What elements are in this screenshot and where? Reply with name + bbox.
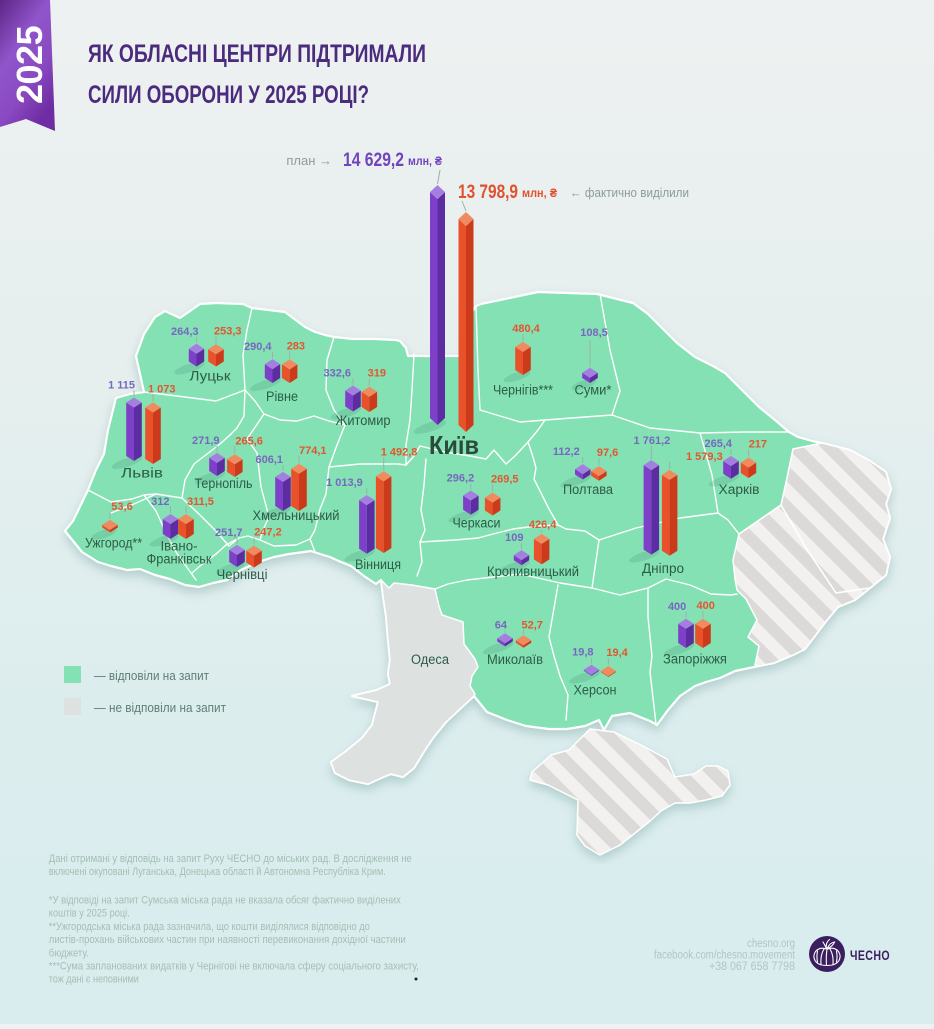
svg-text:Чернігів***: Чернігів***: [493, 383, 554, 398]
svg-text:— відповіли на запит: — відповіли на запит: [94, 668, 209, 683]
svg-text:480,4: 480,4: [512, 323, 540, 335]
svg-text:14 629,2: 14 629,2: [343, 150, 404, 171]
svg-text:53,6: 53,6: [111, 501, 132, 513]
svg-text:Чернівці: Чернівці: [217, 567, 268, 582]
svg-text:chesno.org: chesno.org: [747, 938, 795, 950]
svg-text:*У відповіді на запит Сумська: *У відповіді на запит Сумська міська рад…: [49, 895, 401, 907]
svg-text:2025: 2025: [9, 25, 50, 104]
svg-text:265,4: 265,4: [704, 438, 732, 450]
svg-text:Хмельницький: Хмельницький: [253, 508, 340, 523]
svg-text:Запоріжжя: Запоріжжя: [663, 652, 727, 667]
svg-text:271,9: 271,9: [192, 435, 220, 447]
svg-text:64: 64: [495, 619, 508, 631]
svg-text:Дніпро: Дніпро: [642, 561, 684, 576]
svg-text:97,6: 97,6: [597, 447, 618, 459]
svg-text:426,4: 426,4: [529, 519, 557, 531]
svg-text:1 013,9: 1 013,9: [326, 477, 363, 489]
svg-text:Вінниця: Вінниця: [355, 557, 401, 572]
svg-text:Харків: Харків: [719, 482, 760, 497]
svg-text:Полтава: Полтава: [563, 482, 613, 497]
svg-text:251,7: 251,7: [215, 527, 243, 539]
svg-text:247,2: 247,2: [254, 527, 282, 539]
svg-text:бюджету.: бюджету.: [49, 947, 89, 959]
svg-text:Херсон: Херсон: [574, 683, 617, 698]
svg-text:319: 319: [368, 368, 386, 380]
svg-text:Луцьк: Луцьк: [190, 369, 231, 384]
svg-text:606,1: 606,1: [255, 454, 283, 466]
svg-text:СИЛИ ОБОРОНИ У 2025 РОЦІ?: СИЛИ ОБОРОНИ У 2025 РОЦІ?: [88, 81, 369, 109]
svg-text:***Сума запланованих видатків: ***Сума запланованих видатків у Чернігов…: [49, 961, 419, 973]
svg-text:ЯК ОБЛАСНІ ЦЕНТРИ ПІДТРИМАЛИ: ЯК ОБЛАСНІ ЦЕНТРИ ПІДТРИМАЛИ: [88, 40, 426, 68]
svg-text:1 761,2: 1 761,2: [634, 435, 671, 447]
svg-text:1 579,3: 1 579,3: [686, 451, 723, 463]
svg-text:план →: план →: [286, 153, 332, 168]
svg-text:253,3: 253,3: [214, 325, 242, 337]
svg-text:Львів: Львів: [121, 466, 163, 481]
svg-text:296,2: 296,2: [447, 473, 475, 485]
svg-text:Дані отримані у відповідь на з: Дані отримані у відповідь на запит Руху …: [49, 853, 412, 865]
svg-text:774,1: 774,1: [299, 445, 327, 457]
svg-text:312: 312: [151, 496, 169, 508]
svg-text:— не відповіли на запит: — не відповіли на запит: [94, 700, 226, 715]
svg-text:269,5: 269,5: [491, 474, 519, 486]
svg-text:265,6: 265,6: [235, 435, 263, 447]
svg-text:1 073: 1 073: [148, 384, 176, 396]
svg-text:Одеса: Одеса: [411, 652, 449, 667]
svg-text:283: 283: [287, 340, 305, 352]
svg-text:Київ: Київ: [429, 430, 479, 460]
svg-text:19,4: 19,4: [606, 647, 628, 659]
svg-text:217: 217: [749, 439, 767, 451]
svg-text:включені окуповані Луганська,: включені окуповані Луганська, Донецька о…: [49, 866, 386, 878]
svg-text:Тернопіль: Тернопіль: [195, 476, 253, 491]
svg-text:коштів у 2025 році.: коштів у 2025 році.: [49, 908, 130, 920]
svg-text:млн, ₴: млн, ₴: [522, 186, 557, 200]
svg-text:Ужгород**: Ужгород**: [85, 536, 143, 551]
svg-text:Рівне: Рівне: [266, 389, 298, 404]
svg-text:Кропивницький: Кропивницький: [487, 564, 579, 579]
svg-text:Івано-: Івано-: [161, 539, 198, 554]
svg-text:Франківськ: Франківськ: [147, 552, 212, 567]
svg-text:млн, ₴: млн, ₴: [408, 154, 442, 168]
svg-text:листів-прохань військових част: листів-прохань військових частин при ная…: [49, 934, 406, 946]
svg-text:1 492,8: 1 492,8: [381, 446, 418, 458]
svg-text:+38 067 658 7798: +38 067 658 7798: [709, 961, 795, 973]
svg-text:тож дані є неповними: тож дані є неповними: [49, 974, 139, 986]
svg-text:1 115: 1 115: [108, 380, 135, 392]
svg-text:facebook.com/chesno.movement: facebook.com/chesno.movement: [654, 950, 796, 962]
svg-text:109: 109: [505, 532, 523, 544]
svg-text:19,8: 19,8: [572, 647, 593, 659]
svg-text:Черкаси: Черкаси: [453, 516, 501, 531]
svg-text:Житомир: Житомир: [336, 413, 391, 428]
svg-text:400: 400: [697, 600, 715, 612]
svg-text:Миколаїв: Миколаїв: [487, 652, 543, 667]
svg-text:52,7: 52,7: [522, 619, 543, 631]
svg-text:264,3: 264,3: [171, 326, 199, 338]
svg-text:290,4: 290,4: [244, 341, 272, 353]
svg-text:112,2: 112,2: [553, 446, 580, 458]
svg-text:ЧЕСНО: ЧЕСНО: [850, 947, 890, 963]
svg-text:332,6: 332,6: [323, 368, 351, 380]
svg-text:311,5: 311,5: [187, 496, 214, 508]
svg-text:**Ужгородська міська рада зазн: **Ужгородська міська рада зазначила, що …: [49, 921, 370, 933]
svg-text:13 798,9: 13 798,9: [458, 182, 518, 203]
svg-text:108,5: 108,5: [580, 327, 608, 339]
svg-text:← фактично виділили: ← фактично виділили: [570, 185, 689, 200]
svg-text:Суми*: Суми*: [575, 383, 613, 398]
svg-text:400: 400: [668, 601, 686, 613]
